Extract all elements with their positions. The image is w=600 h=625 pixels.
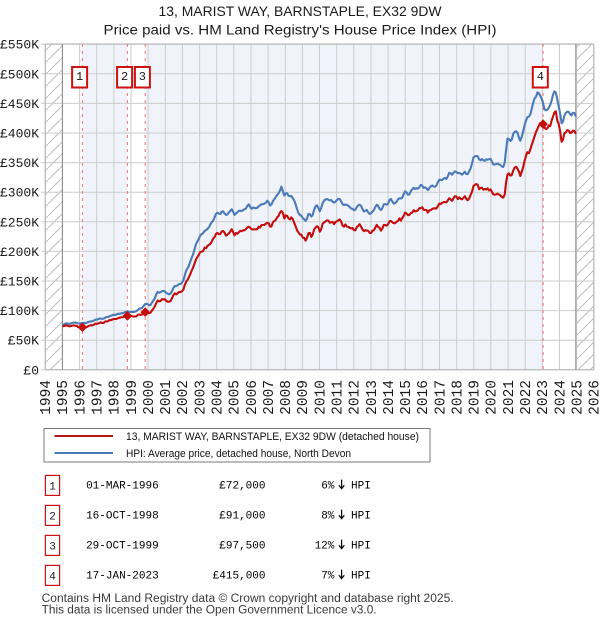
svg-text:1999: 1999 bbox=[125, 380, 141, 415]
svg-text:17-JAN-2023: 17-JAN-2023 bbox=[86, 571, 159, 583]
svg-text:3: 3 bbox=[49, 542, 56, 554]
svg-text:2001: 2001 bbox=[159, 380, 175, 415]
svg-text:29-OCT-1999: 29-OCT-1999 bbox=[86, 541, 159, 553]
svg-text:2015: 2015 bbox=[399, 380, 415, 415]
svg-text:2003: 2003 bbox=[193, 380, 209, 415]
svg-text:£72,000: £72,000 bbox=[219, 481, 265, 493]
svg-text:2021: 2021 bbox=[502, 380, 518, 415]
svg-text:£100K: £100K bbox=[0, 304, 39, 319]
svg-text:2009: 2009 bbox=[296, 380, 312, 415]
svg-text:£350K: £350K bbox=[0, 156, 39, 171]
svg-text:2010: 2010 bbox=[313, 380, 329, 415]
svg-text:8%: 8% bbox=[321, 511, 335, 523]
svg-text:£550K: £550K bbox=[0, 38, 39, 53]
svg-text:2007: 2007 bbox=[262, 380, 278, 415]
svg-text:£50K: £50K bbox=[8, 334, 39, 349]
svg-text:£0: £0 bbox=[23, 363, 39, 378]
svg-text:Price paid vs. HM Land Registr: Price paid vs. HM Land Registry's House … bbox=[104, 23, 497, 38]
svg-text:Contains HM Land Registry data: Contains HM Land Registry data © Crown c… bbox=[42, 593, 454, 605]
svg-text:1995: 1995 bbox=[56, 380, 72, 415]
svg-text:2019: 2019 bbox=[468, 380, 484, 415]
svg-text:2026: 2026 bbox=[588, 380, 600, 415]
svg-text:01-MAR-1996: 01-MAR-1996 bbox=[86, 481, 159, 493]
svg-text:1996: 1996 bbox=[73, 380, 89, 415]
svg-text:3: 3 bbox=[139, 70, 146, 84]
svg-text:£91,000: £91,000 bbox=[219, 511, 265, 523]
svg-text:1994: 1994 bbox=[39, 380, 55, 415]
svg-text:2023: 2023 bbox=[536, 380, 552, 415]
svg-text:1: 1 bbox=[49, 482, 56, 494]
svg-text:2017: 2017 bbox=[433, 380, 449, 415]
svg-text:2: 2 bbox=[121, 70, 128, 84]
svg-text:7%: 7% bbox=[321, 571, 335, 583]
svg-text:4: 4 bbox=[49, 572, 56, 584]
svg-text:£250K: £250K bbox=[0, 215, 39, 230]
svg-text:HPI: HPI bbox=[351, 511, 371, 523]
svg-text:2025: 2025 bbox=[570, 380, 586, 415]
svg-text:£200K: £200K bbox=[0, 245, 39, 260]
svg-text:2: 2 bbox=[49, 512, 56, 524]
svg-text:£500K: £500K bbox=[0, 67, 39, 82]
svg-text:£450K: £450K bbox=[0, 97, 39, 112]
svg-text:£97,500: £97,500 bbox=[219, 541, 265, 553]
svg-text:1998: 1998 bbox=[108, 380, 124, 415]
svg-text:13, MARIST WAY, BARNSTAPLE, EX: 13, MARIST WAY, BARNSTAPLE, EX32 9DW bbox=[159, 4, 442, 19]
svg-text:£300K: £300K bbox=[0, 186, 39, 201]
svg-text:2022: 2022 bbox=[519, 380, 535, 415]
svg-text:HPI: HPI bbox=[351, 571, 371, 583]
svg-text:£400K: £400K bbox=[0, 127, 39, 142]
svg-text:13, MARIST WAY, BARNSTAPLE, EX: 13, MARIST WAY, BARNSTAPLE, EX32 9DW (de… bbox=[126, 431, 419, 443]
svg-text:12%: 12% bbox=[315, 541, 335, 553]
svg-text:2018: 2018 bbox=[451, 380, 467, 415]
svg-text:1: 1 bbox=[76, 70, 83, 84]
svg-text:2008: 2008 bbox=[279, 380, 295, 415]
svg-text:HPI: Average price, detached h: HPI: Average price, detached house, Nort… bbox=[126, 448, 351, 460]
svg-text:HPI: HPI bbox=[351, 481, 371, 493]
svg-text:2000: 2000 bbox=[142, 380, 158, 415]
svg-text:2005: 2005 bbox=[228, 380, 244, 415]
svg-text:2004: 2004 bbox=[211, 380, 227, 415]
svg-text:6%: 6% bbox=[321, 481, 335, 493]
svg-text:4: 4 bbox=[537, 70, 544, 84]
svg-text:2006: 2006 bbox=[245, 380, 261, 415]
svg-text:2012: 2012 bbox=[348, 380, 364, 415]
svg-text:2024: 2024 bbox=[553, 380, 569, 415]
svg-text:This data is licensed under th: This data is licensed under the Open Gov… bbox=[42, 605, 377, 617]
svg-text:16-OCT-1998: 16-OCT-1998 bbox=[86, 511, 159, 523]
svg-text:2002: 2002 bbox=[176, 380, 192, 415]
svg-text:1997: 1997 bbox=[91, 380, 107, 415]
svg-text:2020: 2020 bbox=[485, 380, 501, 415]
svg-text:2016: 2016 bbox=[416, 380, 432, 415]
svg-text:£150K: £150K bbox=[0, 275, 39, 290]
svg-text:HPI: HPI bbox=[351, 541, 371, 553]
svg-text:£415,000: £415,000 bbox=[213, 571, 266, 583]
svg-text:2014: 2014 bbox=[382, 380, 398, 415]
svg-text:2011: 2011 bbox=[331, 380, 347, 415]
svg-text:2013: 2013 bbox=[365, 380, 381, 415]
